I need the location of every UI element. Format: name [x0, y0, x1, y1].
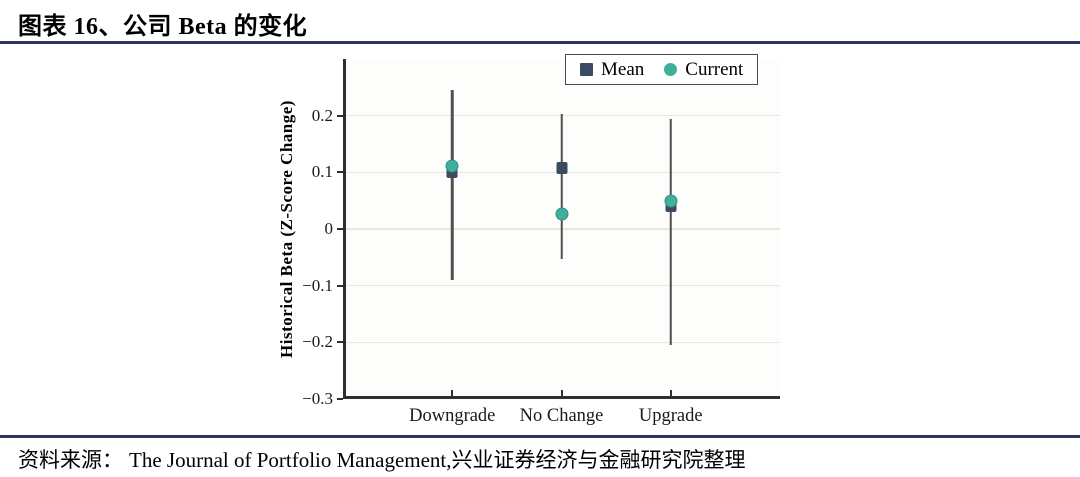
y-tick-label: −0.3	[302, 389, 333, 408]
legend-label: Mean	[601, 59, 645, 80]
x-tick-label: Upgrade	[638, 406, 703, 426]
y-axis-line	[343, 59, 346, 399]
beta-change-chart: Historical Beta (Z-Score Change) Mean Cur…	[277, 54, 780, 426]
y-tick-label: 0.2	[311, 105, 333, 125]
y-tick	[337, 341, 343, 344]
source-note: 资料来源： The Journal of Portfolio Management…	[18, 444, 746, 474]
source-text: The Journal of Portfolio Management,兴业证券…	[129, 448, 746, 472]
figure-title: 图表 16、公司 Beta 的变化	[18, 14, 308, 40]
gridline	[346, 228, 780, 230]
x-tick	[669, 390, 672, 396]
gridline	[346, 284, 780, 287]
x-tick	[451, 390, 454, 396]
legend-item-current: Current	[664, 60, 743, 79]
y-tick-label: −0.1	[302, 275, 333, 295]
y-tick	[337, 398, 343, 400]
marker-current	[445, 159, 459, 173]
y-tick	[337, 228, 343, 230]
gridline	[346, 114, 780, 117]
marker-current	[664, 194, 678, 208]
x-tick-label: Downgrade	[409, 406, 496, 426]
x-tick	[560, 390, 563, 396]
footer-divider-line	[0, 435, 1080, 438]
x-axis-line	[343, 396, 780, 399]
y-tick-label: 0	[324, 219, 334, 238]
y-tick	[337, 171, 343, 174]
y-tick	[337, 114, 343, 117]
x-tick-label: No Change	[519, 406, 604, 426]
error-bar	[669, 118, 672, 346]
legend-label: Current	[685, 59, 744, 80]
error-bar	[451, 90, 454, 280]
y-tick-label: 0.1	[311, 162, 333, 182]
chart-legend: Mean Current	[565, 54, 759, 85]
gridline	[346, 341, 780, 344]
marker-mean	[556, 162, 567, 175]
source-label: 资料来源：	[18, 448, 123, 472]
title-divider-line	[0, 41, 1080, 44]
y-tick	[337, 284, 343, 287]
y-tick-label: −0.2	[302, 332, 333, 352]
error-bar	[560, 113, 563, 260]
marker-mean	[446, 166, 458, 179]
marker-current	[555, 207, 568, 221]
circle-marker-icon	[664, 63, 678, 76]
y-axis-title: Historical Beta (Z-Score Change)	[277, 100, 296, 358]
square-marker-icon	[580, 63, 593, 76]
legend-item-mean: Mean	[580, 60, 644, 79]
